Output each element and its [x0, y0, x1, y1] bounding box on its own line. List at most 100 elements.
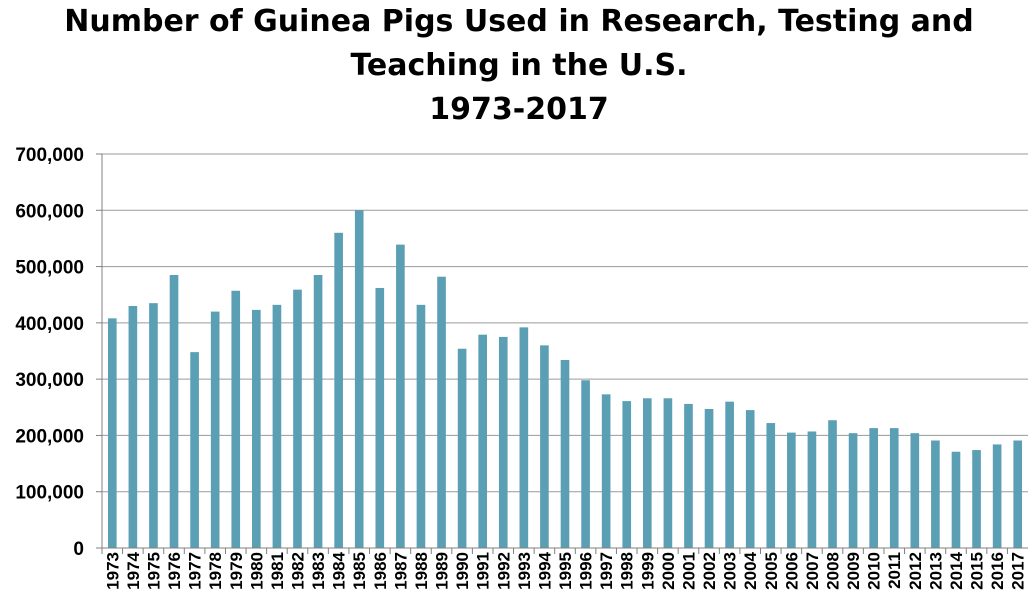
bar-2011 [889, 428, 899, 548]
y-tick-label: 300,000 [15, 370, 84, 391]
bar-1995 [560, 360, 570, 548]
x-tick-label-2003: 2003 [721, 552, 740, 590]
x-tick-label-1996: 1996 [577, 552, 596, 590]
bar-1974 [128, 305, 138, 548]
x-tick-label-1976: 1976 [165, 552, 184, 590]
x-tick-label-1984: 1984 [330, 551, 349, 589]
bar-2004 [745, 410, 755, 548]
x-tick-label-1973: 1973 [103, 552, 122, 590]
bar-1994 [540, 345, 549, 548]
bar-2005 [766, 423, 776, 548]
x-tick-label-2010: 2010 [865, 552, 884, 590]
x-tick-label-1994: 1994 [535, 551, 554, 589]
bar-1986 [375, 287, 385, 548]
bar-1991 [478, 334, 488, 548]
x-tick-label-1990: 1990 [453, 552, 472, 590]
x-tick-label-1980: 1980 [247, 552, 266, 590]
bar-1987 [396, 244, 405, 548]
x-tick-label-1995: 1995 [556, 552, 575, 590]
x-tick-label-2011: 2011 [885, 552, 904, 589]
bar-1973 [107, 318, 117, 548]
bar-2017 [1013, 440, 1023, 548]
bar-2001 [684, 403, 693, 548]
bar-1977 [190, 352, 199, 548]
y-tick-label: 200,000 [15, 426, 84, 447]
x-tick-label-1999: 1999 [638, 552, 657, 590]
bar-1979 [231, 290, 241, 548]
x-tick-label-2013: 2013 [926, 552, 945, 590]
x-tick-label-1988: 1988 [412, 552, 431, 590]
bar-1983 [313, 275, 323, 548]
axes [96, 153, 1028, 554]
y-tick-label: 500,000 [15, 258, 84, 279]
bar-1982 [293, 289, 302, 548]
bar-2006 [787, 432, 796, 548]
y-tick-label: 400,000 [15, 314, 84, 335]
bar-2003 [725, 401, 734, 548]
bar-2013 [931, 440, 940, 548]
bar-1998 [622, 401, 632, 548]
bar-1980 [252, 309, 261, 548]
x-tick-label-2009: 2009 [844, 552, 863, 590]
x-tick-labels: 1973 1974 1975 1976 1977 1978 1979 1980 1981 1982… [103, 551, 1027, 589]
bar-2008 [828, 420, 837, 548]
x-tick-label-1987: 1987 [391, 552, 410, 590]
bar-2007 [807, 431, 817, 548]
x-tick-label-1981: 1981 [268, 552, 287, 590]
x-tick-label-1975: 1975 [144, 552, 163, 590]
x-tick-label-1986: 1986 [371, 552, 390, 590]
bar-1992 [498, 336, 508, 548]
bar-2014 [951, 451, 961, 548]
x-tick-label-1983: 1983 [309, 552, 328, 590]
bar-1976 [169, 275, 179, 548]
bar-1993 [519, 327, 529, 548]
bar-1999 [642, 398, 652, 548]
bar-1988 [416, 304, 426, 548]
bar-1975 [149, 303, 158, 548]
x-tick-label-1989: 1989 [433, 552, 452, 590]
bar-1981 [272, 304, 282, 548]
bar-2016 [992, 444, 1002, 548]
bar-1990 [457, 348, 467, 548]
x-tick-label-1982: 1982 [288, 552, 307, 590]
x-tick-label-1977: 1977 [186, 552, 205, 590]
x-tick-label-2000: 2000 [659, 552, 678, 590]
x-tick-label-2008: 2008 [824, 552, 843, 590]
x-tick-label-2004: 2004 [741, 551, 760, 589]
x-tick-label-2007: 2007 [803, 552, 822, 590]
y-tick-label: 0 [73, 539, 84, 560]
bar-2000 [663, 398, 673, 548]
x-tick-label-1993: 1993 [515, 552, 534, 590]
y-tick-label: 600,000 [15, 201, 84, 222]
bars [107, 210, 1023, 549]
bar-1984 [334, 232, 343, 549]
x-tick-label-2012: 2012 [906, 552, 925, 590]
bar-2012 [910, 433, 920, 548]
x-tick-label-2014: 2014 [947, 551, 966, 589]
x-tick-label-2006: 2006 [782, 552, 801, 590]
bar-1996 [581, 380, 590, 548]
bar-1985 [354, 210, 364, 549]
bar-1978 [210, 311, 220, 548]
x-tick-label-2001: 2001 [679, 552, 698, 590]
bar-2009 [848, 433, 858, 548]
x-tick-label-1991: 1991 [474, 552, 493, 590]
x-tick-label-1997: 1997 [597, 552, 616, 590]
x-tick-label-1979: 1979 [227, 552, 246, 590]
bar-2002 [704, 408, 714, 548]
x-tick-label-2016: 2016 [988, 552, 1007, 590]
x-tick-label-2002: 2002 [700, 552, 719, 590]
x-tick-label-1992: 1992 [494, 552, 513, 590]
bar-1989 [437, 276, 446, 548]
bar-2015 [972, 450, 981, 548]
x-tick-label-2017: 2017 [1009, 552, 1028, 590]
x-tick-label-2005: 2005 [762, 552, 781, 590]
x-tick-label-1998: 1998 [618, 552, 637, 590]
y-tick-label: 100,000 [15, 483, 84, 504]
bar-1997 [601, 394, 611, 548]
chart-title: Number of Guinea Pigs Used in Research, … [64, 4, 974, 127]
x-tick-label-1974: 1974 [124, 551, 143, 589]
x-tick-label-1978: 1978 [206, 552, 225, 590]
bar-2010 [869, 428, 878, 548]
